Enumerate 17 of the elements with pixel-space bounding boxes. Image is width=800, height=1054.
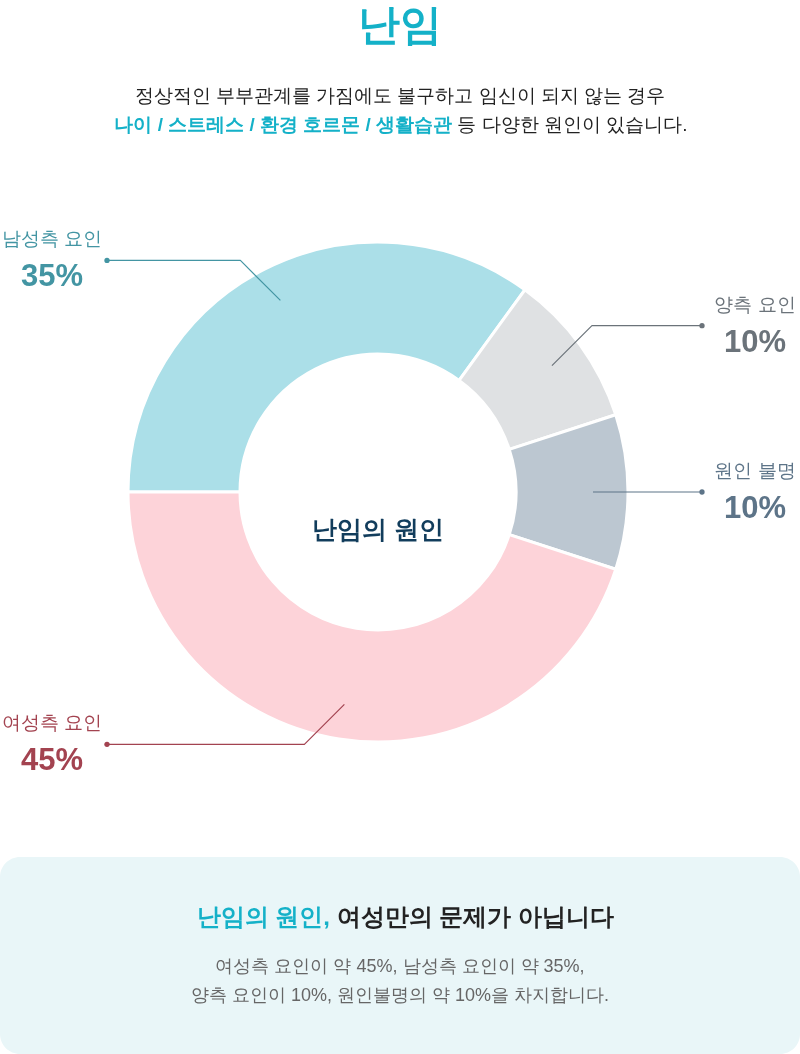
text: 여성측 요인이 약 45%, 남성측 요인이 약 35%,	[215, 956, 585, 976]
slice-label: 원인 불명	[714, 460, 796, 481]
chart-title: 난임	[358, 1, 442, 48]
text: 난임의 원인,	[196, 903, 330, 930]
data-label: 10%	[723, 490, 787, 525]
text: 난임의 원인	[312, 515, 444, 543]
text: 여성만의 문제가 아닙니다	[336, 903, 614, 930]
slice-label: 양측 요인	[714, 293, 796, 315]
text: 나이 / 스트레스 / 환경 호르몬 / 생활습관	[114, 114, 453, 135]
text: 양측 요인이 10%, 원인불명의 약 10%을 차지합니다.	[190, 985, 610, 1005]
data-label: 10%	[723, 323, 787, 359]
slice-label: 여성측 요인	[1, 712, 103, 734]
data-label: 45%	[20, 742, 84, 778]
text: 등 다양한 원인이 있습니다.	[457, 114, 688, 135]
data-label: 35%	[20, 258, 84, 294]
text: 정상적인 부부관계를 가짐에도 불구하고 임신이 되지 않는 경우	[134, 85, 666, 106]
slice-label: 남성측 요인	[1, 228, 103, 250]
